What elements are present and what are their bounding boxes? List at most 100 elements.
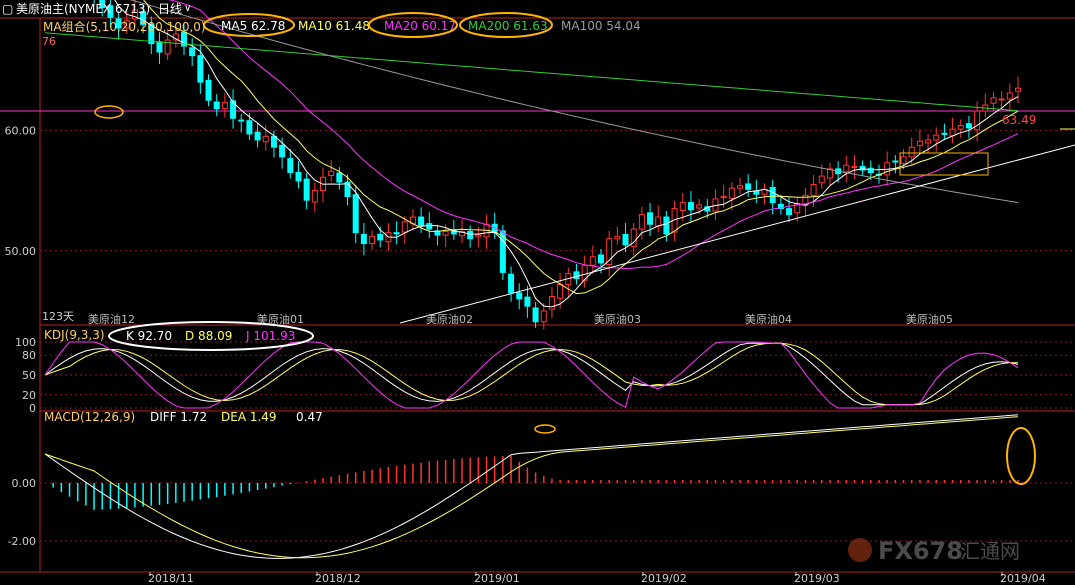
candle-body [221,102,228,110]
highlight-ellipse [94,105,124,119]
kdj-j-line [44,341,1019,409]
candle-body [115,18,122,29]
candle-body [123,20,130,29]
kdj-k-line [44,342,1019,406]
period-selector[interactable]: 日线 [158,2,183,16]
candle-body [638,214,645,230]
candle-body [311,190,318,203]
candle-body [941,132,948,135]
candle-body [933,134,940,141]
candle-body [148,23,155,45]
x-axis-label: 2019/01 [474,572,520,585]
candle-body [589,256,596,266]
candle-body [230,100,237,119]
candle-body [925,139,932,144]
candle-body [459,230,465,237]
candle-body [279,144,286,158]
candle-body [622,233,629,246]
candle-body [131,9,138,20]
candle-body [663,216,670,235]
candle-body [270,135,277,148]
candle-body [295,171,302,182]
macd-dea-value: DEA 1.49 [221,410,277,424]
candle-body [769,187,776,204]
kdj-d-line [44,342,1019,406]
candle-body [328,170,335,176]
macd-label[interactable]: MACD(12,26,9) [44,410,136,424]
candle-body [213,101,220,110]
candle-body [434,230,441,236]
x-axis-label: 2018/11 [148,572,194,585]
candle-body [671,208,678,233]
candle-body [573,271,580,279]
highlight-ellipse [203,13,295,37]
kdj-d-value: D 88.09 [185,329,232,343]
candle-body [786,208,793,216]
candle-body [369,235,376,245]
candle-body [238,119,245,122]
ma200-line [44,32,1019,112]
candle-body [900,156,907,164]
candle-body [843,164,850,173]
ma-group-label[interactable]: MA组合(5,10,20,200,100,0) [43,20,206,34]
watermark-text: FX678 [878,537,963,565]
candle-body [516,292,523,300]
candle-body [753,190,760,195]
candle-body [442,230,449,236]
candle-body [401,221,408,233]
kdj-highlight-ellipse [108,321,314,351]
candle-body [377,233,384,241]
candle-body [614,235,621,240]
x-axis-label: 2019/04 [1000,572,1046,585]
macd-tick-label: -2.00 [8,535,36,548]
candle-body [508,273,515,294]
candle-body [524,296,531,307]
contract-label: 美原油04 [745,312,792,326]
chevron-down-icon[interactable]: ∨ [184,3,192,14]
kdj-tick-label: 80 [22,349,36,362]
ma5-line [114,0,1019,308]
candle-body [696,204,703,209]
ma-legend-item: MA5 62.78 [221,19,285,33]
kdj-tick-label: 20 [22,389,36,402]
candle-body [802,194,809,207]
candle-body [156,41,163,53]
candle-body [965,123,972,129]
candle-body [181,31,187,47]
candle-body [630,228,637,248]
candle-body [262,135,269,143]
ma-legend-item: MA10 61.48 [298,19,370,33]
candle-body [426,223,433,230]
watermark-suffix: 汇通网 [960,539,1020,563]
ma-legend-item: MA200 61.63 [468,19,548,33]
candle-body [745,183,752,190]
candle-body [393,232,400,235]
days-label: 123天 [42,310,74,323]
macd-tick-label: 0.00 [12,477,37,490]
candle-body [606,238,613,266]
candle-body [205,79,212,101]
candle-body [107,5,114,18]
contract-label: 美原油05 [906,312,953,326]
kdj-label[interactable]: KDJ(9,3,3) [44,328,105,342]
highlight-ellipse [1006,427,1036,485]
candle-body [737,185,743,189]
candle-body [598,254,604,264]
contract-label: 美原油12 [88,312,135,326]
candle-body [990,97,997,104]
symbol-title[interactable]: 美原油主(NYMEX 6713) [16,2,151,16]
candle-body [344,181,351,198]
kdj-tick-label: 50 [22,369,36,382]
watermark-logo-icon [848,538,872,562]
candle-body [679,202,686,211]
kdj-k-value: K 92.70 [126,329,172,343]
candle-body [810,184,817,196]
candle-body [1006,92,1013,100]
window-icon: ▢ [2,2,14,16]
candle-body [957,125,964,130]
highlight-ellipse [534,424,556,434]
consolidation-box [899,152,989,176]
candle-body [164,39,171,55]
